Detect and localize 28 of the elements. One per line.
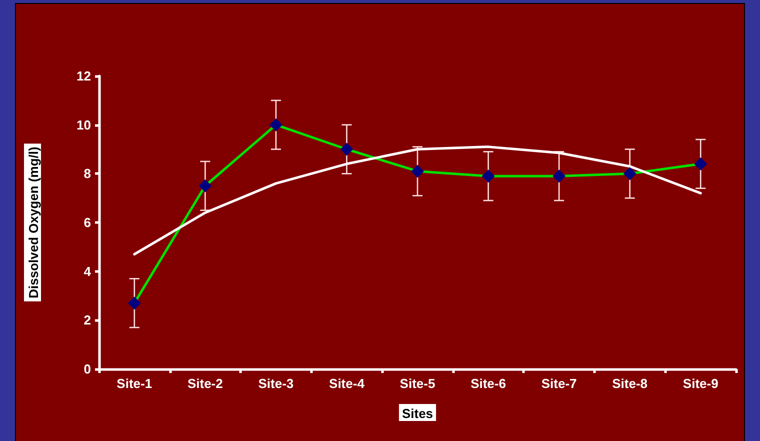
x-tick-label: Site-1 (116, 376, 152, 391)
y-tick-label: 0 (84, 362, 91, 376)
x-tick-label: Site-9 (682, 376, 718, 391)
y-tick-label: 12 (76, 68, 91, 84)
x-tick-label: Site-6 (470, 376, 506, 391)
point (694, 157, 708, 170)
point (552, 170, 566, 183)
x-tick-label: Site-8 (612, 376, 648, 391)
x-tick-label: Site-2 (187, 376, 223, 391)
point (128, 296, 141, 310)
point (269, 118, 282, 132)
y-tick-label: 6 (84, 215, 91, 230)
y-tick-label: 10 (76, 117, 91, 132)
point (482, 170, 495, 183)
point (340, 142, 354, 156)
y-tick-label: 2 (84, 312, 91, 328)
y-tick-label: 4 (84, 264, 92, 279)
point (198, 179, 212, 192)
x-tick-label: Site-7 (541, 376, 577, 391)
x-tick-label: Site-5 (400, 376, 436, 391)
line-series (133, 146, 702, 256)
x-axis-title: Sites (402, 406, 434, 421)
y-axis-title: Dissolved Oxygen (mg/l) (26, 146, 41, 298)
x-tick-label: Site-3 (258, 376, 294, 391)
x-tick-label: Site-4 (329, 376, 366, 391)
y-tick-label: 8 (84, 166, 91, 182)
point (411, 164, 424, 178)
point (623, 167, 636, 180)
